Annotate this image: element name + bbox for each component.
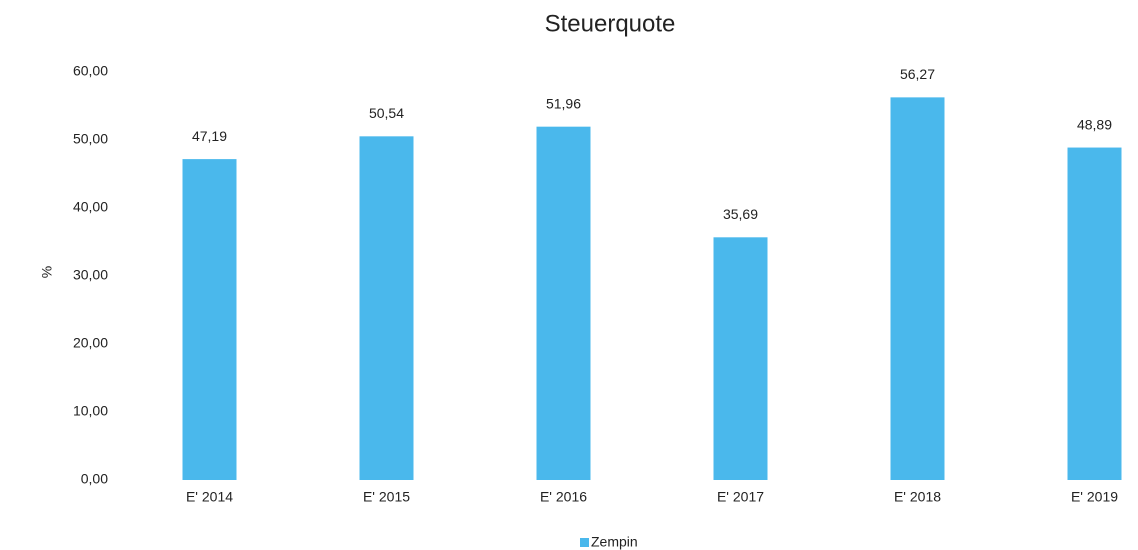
legend-swatch [580,538,589,547]
y-tick-label: 50,00 [73,131,108,147]
chart-title: Steuerquote [545,10,676,37]
bar [1067,147,1122,480]
x-tick-label: E' 2016 [540,489,587,505]
data-label: 48,89 [1077,116,1112,132]
x-tick-label: E' 2017 [717,489,764,505]
x-tick-label: E' 2018 [894,489,941,505]
bar [713,237,768,480]
x-tick-label: E' 2014 [186,489,233,505]
legend-label: Zempin [591,534,638,550]
y-tick-label: 60,00 [73,63,108,79]
y-tick-label: 10,00 [73,403,108,419]
data-label: 51,96 [546,95,581,111]
bar [359,136,414,480]
y-tick-label: 40,00 [73,199,108,215]
bar [890,97,945,480]
y-axis-label: % [39,266,55,278]
bar [536,126,591,480]
data-label: 35,69 [723,206,758,222]
x-tick-label: E' 2019 [1071,489,1118,505]
y-tick-label: 0,00 [81,471,108,487]
y-tick-label: 20,00 [73,335,108,351]
data-label: 50,54 [369,105,404,121]
x-tick-label: E' 2015 [363,489,410,505]
data-label: 56,27 [900,66,935,82]
data-label: 47,19 [192,128,227,144]
bar [182,159,237,480]
y-tick-label: 30,00 [73,267,108,283]
